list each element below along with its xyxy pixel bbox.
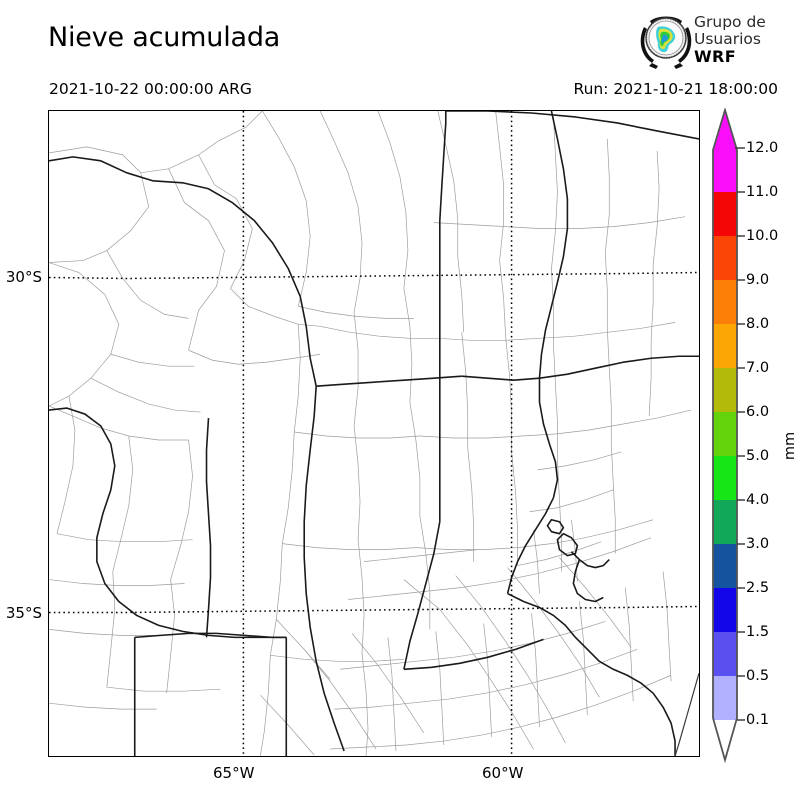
colorbar-tick-3: 3.0	[746, 536, 770, 552]
coastline	[674, 673, 699, 756]
colorbar-bands	[713, 110, 737, 760]
colorbar-unit-label: mm	[782, 431, 799, 461]
colorbar-outline	[712, 108, 738, 764]
colorbar-ticks	[735, 147, 745, 721]
colorbar-tick-11: 11.0	[746, 184, 779, 200]
department-borders	[49, 111, 692, 756]
colorbar-tick-1p5: 1.5	[746, 624, 770, 640]
logo: Grupo de Usuarios WRF	[636, 11, 800, 73]
map-plot-area[interactable]	[48, 110, 700, 757]
colorbar-tick-6: 6.0	[746, 404, 770, 420]
run-time-label: Run: 2021-10-21 18:00:00	[573, 80, 779, 98]
logo-text: Grupo de Usuarios WRF	[694, 13, 766, 66]
tick-label-lat-30s: 30°S	[5, 268, 42, 286]
page-title: Nieve acumulada	[48, 22, 281, 53]
colorbar-tick-4: 4.0	[746, 492, 770, 508]
gridlines	[49, 111, 699, 756]
colorbar-tick-9: 9.0	[746, 272, 770, 288]
colorbar-tick-8: 8.0	[746, 316, 770, 332]
colorbar-tick-5: 5.0	[746, 448, 770, 464]
valid-time-label: 2021-10-22 00:00:00 ARG	[49, 80, 252, 98]
logo-line-1: Grupo de	[694, 13, 766, 31]
colorbar-tick-0p1: 0.1	[746, 712, 770, 728]
colorbar-tick-12: 12.0	[746, 140, 779, 156]
logo-line-2: Usuarios	[694, 30, 761, 48]
tick-label-lon-60w: 60°W	[482, 764, 524, 782]
gridline-lat-30s	[49, 271, 699, 280]
colorbar-canvas	[712, 108, 745, 764]
tick-label-lat-35s: 35°S	[5, 604, 42, 622]
gridline-lat-35s	[49, 605, 699, 614]
colorbar-tick-7: 7.0	[746, 360, 770, 376]
colorbar[interactable]: 12.0 11.0 10.0 9.0 8.0 7.0 6.0 5.0 4.0 3…	[706, 108, 798, 768]
colorbar-tick-2p5: 2.5	[746, 580, 770, 596]
colorbar-tick-0p5: 0.5	[746, 668, 770, 684]
province-borders	[49, 111, 699, 756]
globe-emblem-icon	[636, 11, 696, 71]
map-canvas	[49, 111, 699, 756]
colorbar-tick-10: 10.0	[746, 228, 779, 244]
logo-line-3: WRF	[694, 47, 737, 66]
tick-label-lon-65w: 65°W	[213, 764, 255, 782]
